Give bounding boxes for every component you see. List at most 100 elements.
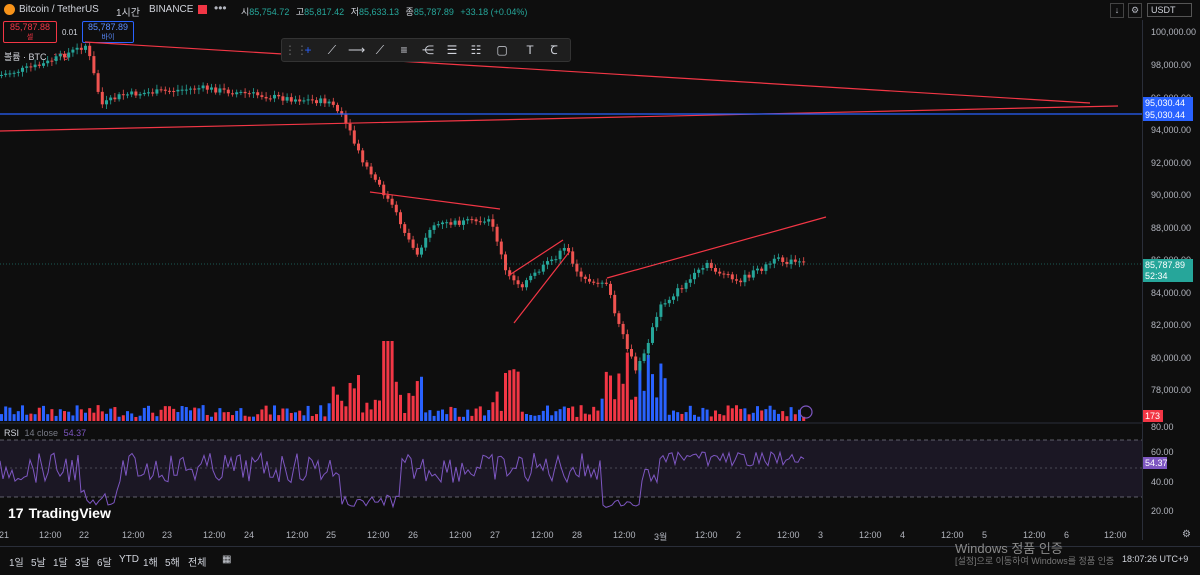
candle-body <box>327 101 331 104</box>
candle-body <box>315 100 318 104</box>
volume-bar <box>621 383 625 421</box>
range-3m[interactable]: 3달 <box>75 558 90 569</box>
buy-label: 바이 <box>101 34 115 41</box>
buy-price: 85,787.89 <box>87 22 129 32</box>
volume-bar <box>210 416 213 421</box>
volume-bar <box>424 412 428 421</box>
volume-bar <box>50 409 54 421</box>
ray-icon[interactable]: ⟶ <box>348 43 366 57</box>
bottom-toolbar: 1일 5날 1달 3달 6달 YTD 1해 5해 전체 ▦ Windows 정품… <box>0 541 1200 575</box>
extended-line-icon[interactable]: ⟋ <box>375 43 385 57</box>
volume-bar <box>327 403 331 421</box>
range-ytd[interactable]: YTD <box>119 554 139 565</box>
volume-bar <box>361 412 365 421</box>
rising-trend-line[interactable] <box>606 216 827 279</box>
volume-bar <box>294 412 297 421</box>
volume-bar <box>75 405 79 421</box>
volume-bar <box>642 390 646 421</box>
candle-body <box>126 94 129 96</box>
symbol-name[interactable]: Bitcoin / TetherUS <box>19 4 99 15</box>
flag-icon[interactable] <box>198 5 207 14</box>
volume-bar <box>260 409 264 421</box>
settings-icon[interactable]: ⚙ <box>1128 3 1142 18</box>
time-label: 3 <box>818 530 824 540</box>
volume-bar <box>802 416 806 421</box>
range-1y[interactable]: 1해 <box>143 558 158 569</box>
volume-bar <box>142 407 146 421</box>
interval-label[interactable]: 1시간 <box>116 8 140 19</box>
price-chart[interactable] <box>0 20 1142 530</box>
parallel-channel-icon[interactable]: ≡ <box>400 43 408 57</box>
fib-retracement-icon[interactable]: ☰ <box>446 43 458 57</box>
candle-body <box>789 259 793 265</box>
time-label: 2 <box>736 530 742 540</box>
flag-line-top[interactable] <box>369 191 501 210</box>
volume-bar <box>583 413 587 421</box>
range-1m[interactable]: 1달 <box>53 558 68 569</box>
volume-bar <box>273 405 276 421</box>
candle-body <box>781 257 785 262</box>
price-axis[interactable]: 100,000.00 98,000.00 96,000.00 94,000.00… <box>1142 20 1200 540</box>
candle-body <box>184 89 188 91</box>
volume-bar <box>37 407 41 421</box>
candle-body <box>155 89 159 94</box>
sell-button[interactable]: 85,787.88 셀 <box>3 21 57 43</box>
more-icon[interactable]: ••• <box>214 1 227 15</box>
candle-body <box>495 226 499 242</box>
time-label: 24 <box>244 530 255 540</box>
candle-body <box>176 89 180 92</box>
candle-body <box>441 222 444 225</box>
candle-body <box>239 91 243 93</box>
volume-bar <box>357 375 360 421</box>
alert-icon[interactable] <box>799 405 813 419</box>
wedge-line-2[interactable] <box>513 250 571 324</box>
date-range-icon[interactable]: ▦ <box>222 554 232 565</box>
volume-bar <box>323 416 327 421</box>
volume-bar <box>231 415 234 421</box>
volume-bar <box>672 410 675 421</box>
range-6m[interactable]: 6달 <box>97 558 112 569</box>
drag-handle-icon[interactable]: ⋮⋮ <box>284 43 308 57</box>
candle-body <box>100 91 104 105</box>
candle-body <box>369 166 373 175</box>
windows-watermark-sub: [설정]으로 이동하여 Windows를 정품 인증 <box>955 556 1115 566</box>
time-label: 12:00 <box>1104 530 1127 540</box>
range-1d[interactable]: 1일 <box>9 558 24 569</box>
candle-body <box>533 272 537 276</box>
volume-bar <box>168 406 171 421</box>
time-label: 22 <box>79 530 90 540</box>
candle-body <box>54 56 58 61</box>
time-label: 12:00 <box>286 530 309 540</box>
range-5y[interactable]: 5해 <box>165 558 180 569</box>
time-settings-icon[interactable]: ⚙ <box>1182 529 1191 540</box>
volume-bar <box>21 405 24 421</box>
volume-bar <box>525 413 528 421</box>
range-5d[interactable]: 5날 <box>31 558 46 569</box>
text-anchor-icon[interactable]: Ꞇ <box>550 43 558 57</box>
pitchfork-icon[interactable]: ⋲ <box>422 43 434 57</box>
volume-bar <box>516 371 520 421</box>
currency-select[interactable]: USDT <box>1147 3 1192 17</box>
volume-bar <box>415 381 419 421</box>
candle-body <box>575 263 579 272</box>
volume-bar <box>134 416 138 421</box>
candle-body <box>130 91 134 95</box>
candle-body <box>16 71 20 73</box>
trend-line-top[interactable] <box>84 41 1091 104</box>
volume-bar <box>382 341 386 421</box>
arrow-down-icon[interactable]: ↓ <box>1110 3 1124 18</box>
crosshair-icon[interactable]: + <box>304 43 312 57</box>
volume-bar <box>592 406 596 421</box>
range-all[interactable]: 전체 <box>188 558 207 569</box>
text-icon[interactable]: T <box>526 43 534 57</box>
candle-body <box>46 60 50 64</box>
buy-button[interactable]: 85,787.89 바이 <box>82 21 134 43</box>
trend-line-bottom[interactable] <box>0 105 1119 132</box>
candle-body <box>180 89 184 91</box>
fib-extension-icon[interactable]: ☷ <box>470 43 482 57</box>
candle-body <box>688 279 692 283</box>
wedge-line-1[interactable] <box>507 239 564 277</box>
trend-line-icon[interactable]: ⟋ <box>327 43 337 57</box>
rectangle-icon[interactable]: ▢ <box>496 43 508 57</box>
volume-bar <box>4 406 8 421</box>
